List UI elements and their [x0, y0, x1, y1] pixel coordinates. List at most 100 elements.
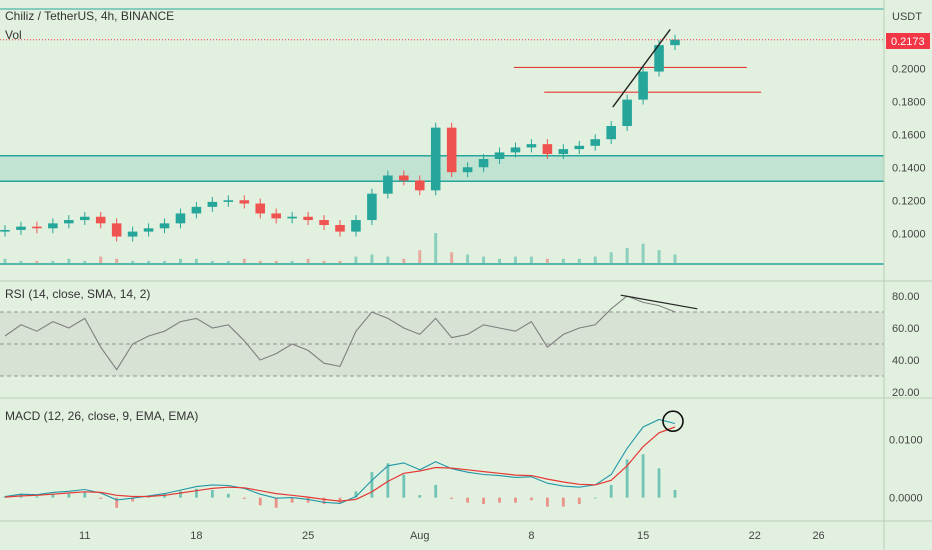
time-axis-label: 25 — [302, 530, 314, 542]
candle-body — [207, 201, 218, 207]
macd-histogram-bar — [179, 491, 182, 498]
candle-body — [175, 213, 186, 224]
volume-bar — [370, 254, 374, 263]
macd-histogram-bar — [593, 497, 597, 499]
candle-body — [399, 175, 409, 181]
volume-bar — [290, 260, 294, 263]
rsi-label: RSI (14, close, SMA, 14, 2) — [5, 287, 150, 301]
macd-histogram-bar — [290, 497, 294, 503]
volume-bar — [226, 260, 230, 263]
volume-bar — [529, 256, 533, 263]
macd-histogram-bar — [51, 493, 55, 498]
candle-body — [191, 206, 202, 214]
macd-histogram-bar — [322, 497, 326, 504]
candle-body — [494, 152, 505, 159]
price-tick-label: 0.1800 — [892, 96, 926, 108]
time-axis[interactable]: 11 18 25 Aug 8 15 22 26 — [79, 530, 825, 542]
candle-body — [159, 223, 170, 229]
macd-histogram-bar — [354, 491, 358, 498]
support-zone[interactable] — [0, 155, 884, 182]
volume-bar — [466, 254, 470, 263]
volume-bar — [210, 260, 214, 263]
macd-histogram-bar — [657, 468, 661, 498]
volume-bar — [115, 258, 119, 263]
volume-bar — [178, 258, 182, 263]
rsi-tick-label: 40.00 — [892, 355, 920, 367]
candle-body — [0, 229, 10, 232]
volume-bar — [306, 258, 310, 263]
candle-body — [143, 228, 154, 232]
macd-histogram-bar — [242, 497, 246, 499]
last-price-value: 0.2173 — [891, 36, 925, 48]
candle-body — [654, 45, 664, 72]
time-axis-label: 26 — [812, 530, 824, 542]
candle-body — [335, 225, 345, 232]
macd-crossover-circle[interactable] — [662, 410, 684, 433]
rsi-pane[interactable]: RSI (14, close, SMA, 14, 2) 80.00 60.00 40… — [0, 287, 920, 399]
candle-body — [430, 127, 441, 191]
volume-bar — [641, 243, 645, 263]
macd-tick-label: 0.0100 — [889, 435, 923, 447]
candle-body — [303, 216, 313, 221]
macd-tick-label: 0.0000 — [889, 493, 923, 505]
macd-histogram-bar — [35, 496, 39, 498]
candle-body — [319, 220, 329, 225]
resistance-lines[interactable] — [513, 66, 762, 93]
macd-histogram-bar — [418, 495, 422, 498]
macd-label: MACD (12, 26, close, 9, EMA, EMA) — [5, 409, 198, 423]
candle-body — [590, 139, 601, 146]
time-axis-label: 11 — [79, 530, 90, 542]
candle-body — [383, 175, 393, 194]
macd-histogram-bar — [195, 488, 198, 498]
volume-bar — [657, 250, 661, 263]
price-tick-label: 0.1400 — [892, 162, 926, 174]
macd-histogram-bar — [338, 497, 342, 503]
macd-histogram-bar — [210, 489, 214, 498]
time-axis-label: Aug — [410, 530, 430, 542]
candle-body — [446, 127, 457, 173]
volume-bar — [402, 258, 406, 263]
currency-label: USDT — [892, 11, 922, 23]
last-price-badge — [886, 33, 930, 49]
volume-bar — [625, 248, 629, 263]
macd-histogram-bar — [498, 497, 501, 503]
candle-body — [239, 200, 250, 204]
candle-body — [351, 220, 361, 232]
macd-histogram-bar — [226, 493, 230, 498]
price-trendline[interactable] — [612, 29, 671, 108]
volume-bar — [450, 252, 454, 263]
candle-body — [95, 216, 106, 224]
macd-pane[interactable]: MACD (12, 26, close, 9, EMA, EMA) 0.0100… — [3, 409, 923, 508]
volume-bar — [322, 260, 326, 263]
volume-bar — [513, 256, 517, 263]
price-pane[interactable]: Chiliz / TetherUS, 4h, BINANCE Vol USDT … — [0, 8, 930, 265]
macd-histogram-bar — [450, 497, 454, 499]
macd-histogram-bar — [482, 497, 485, 504]
volume-label: Vol — [5, 28, 22, 42]
candle-body — [414, 180, 425, 191]
candle-body — [48, 223, 58, 229]
volume-bar — [545, 258, 549, 263]
volume-bar — [673, 254, 677, 263]
macd-histogram-bar — [641, 454, 645, 498]
candle-body — [622, 99, 632, 126]
macd-histogram-bar — [99, 497, 103, 499]
candle-body — [574, 145, 585, 150]
macd-axis-ticks: 0.0100 0.0000 — [889, 435, 923, 505]
candlesticks — [0, 34, 680, 242]
rsi-divergence-line[interactable] — [620, 294, 698, 310]
macd-histogram-bar — [306, 497, 310, 503]
candle-body — [478, 159, 489, 168]
volume-bar — [338, 260, 342, 263]
price-tick-label: 0.1600 — [892, 129, 926, 141]
macd-histogram-bar — [530, 497, 533, 501]
volume-bar — [3, 258, 7, 263]
price-tick-label: 0.1200 — [892, 195, 926, 207]
volume-bar — [577, 258, 581, 263]
volume-bar — [19, 260, 23, 263]
candle-body — [223, 200, 234, 202]
rsi-levels — [0, 311, 884, 377]
rsi-line — [4, 295, 676, 371]
